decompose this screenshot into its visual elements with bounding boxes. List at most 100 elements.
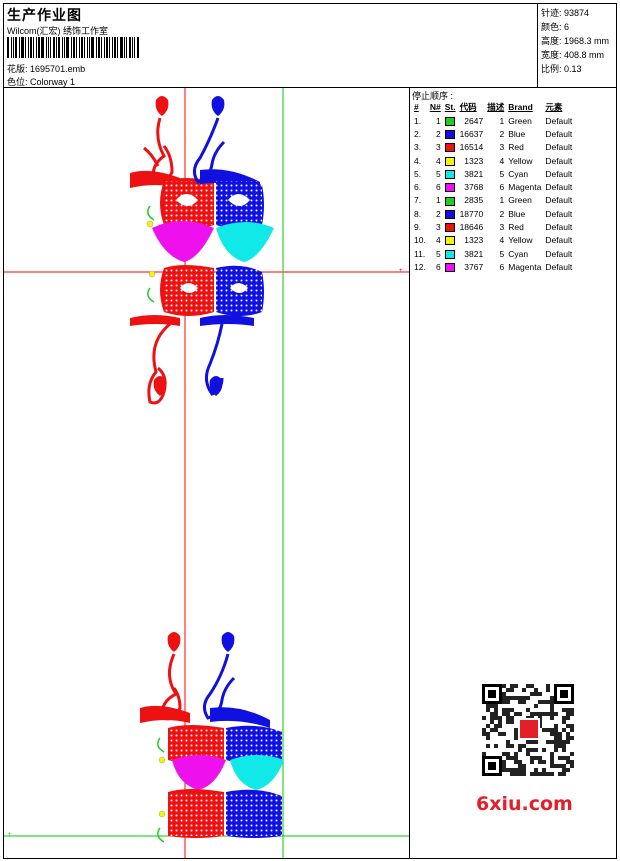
color-swatch-icon xyxy=(444,143,455,153)
row-index: 10. xyxy=(414,235,426,246)
row-brand: Default xyxy=(545,222,573,233)
row-description: Green xyxy=(508,115,532,126)
barcode-icon xyxy=(7,37,143,58)
table-row: 6. 6 3768 6 Magenta Default xyxy=(412,180,578,193)
row-element xyxy=(574,141,578,154)
col-description: 描述 xyxy=(487,102,505,112)
table-row: 12. 6 3767 6 Magenta Default xyxy=(412,260,578,273)
stop-sequence-table: # N# St. 代码 描述 Brand 元素 1. 1 2647 1 Green Def… xyxy=(412,100,578,274)
col-code: 代码 xyxy=(459,102,477,112)
design-file: 1695701.emb xyxy=(30,64,86,74)
row-description: Yellow xyxy=(508,235,533,246)
stat-width: 宽度: 408.8 mm xyxy=(541,50,605,60)
col-stitches: St. xyxy=(444,102,456,112)
qr-code-icon xyxy=(472,680,584,780)
row-needle: 2 xyxy=(435,208,441,219)
row-stitches: 3767 xyxy=(464,261,484,272)
stop-sequence-panel: 停止顺序 : # N# St. 代码 描述 Brand 元素 1. 1 2647 1 G… xyxy=(410,88,616,858)
color-swatch-icon xyxy=(444,116,455,126)
row-description: Magenta xyxy=(508,182,542,193)
row-brand: Default xyxy=(545,168,573,179)
row-code: 5 xyxy=(499,168,505,179)
color-swatch-icon xyxy=(444,169,455,179)
row-code: 3 xyxy=(499,142,505,153)
row-needle: 6 xyxy=(435,182,441,193)
row-element xyxy=(574,260,578,273)
row-index: 5. xyxy=(414,168,422,179)
row-index: 1. xyxy=(414,115,422,126)
row-stitches: 3821 xyxy=(464,248,484,259)
row-description: Blue xyxy=(508,128,526,139)
design-preview: + + xyxy=(4,88,410,858)
row-index: 6. xyxy=(414,182,422,193)
color-swatch-icon xyxy=(444,236,455,246)
row-description: Cyan xyxy=(508,248,529,259)
col-needle: N# xyxy=(429,102,441,112)
row-brand: Default xyxy=(545,128,573,139)
row-stitches: 1323 xyxy=(464,155,484,166)
row-element xyxy=(574,114,578,127)
row-code: 1 xyxy=(499,115,505,126)
row-brand: Default xyxy=(545,235,573,246)
row-element xyxy=(574,167,578,180)
row-description: Green xyxy=(508,195,532,206)
row-element xyxy=(574,127,578,140)
row-needle: 3 xyxy=(435,222,441,233)
row-element xyxy=(574,180,578,193)
embroidery-motif-top xyxy=(128,94,276,405)
production-worksheet: 生产作业图 Wilcom(汇宏) 绣饰工作室 花版: 1695701.emb 色… xyxy=(3,3,617,859)
row-description: Blue xyxy=(508,208,526,219)
color-swatch xyxy=(443,207,458,220)
row-needle: 5 xyxy=(435,248,441,259)
row-needle: 5 xyxy=(435,168,441,179)
embroidery-preview: + + xyxy=(4,88,409,858)
colorway-label: 色位: xyxy=(7,77,28,87)
row-index: 3. xyxy=(414,142,422,153)
row-description: Red xyxy=(508,222,524,233)
row-element xyxy=(574,234,578,247)
row-brand: Default xyxy=(545,155,573,166)
row-code: 6 xyxy=(499,261,505,272)
row-description: Cyan xyxy=(508,168,529,179)
studio-name: Wilcom(汇宏) 绣饰工作室 xyxy=(7,26,108,36)
row-element xyxy=(574,154,578,167)
row-element xyxy=(574,194,578,207)
color-swatch-icon xyxy=(444,156,455,166)
row-index: 7. xyxy=(414,195,422,206)
color-swatch-icon xyxy=(444,209,455,219)
col-brand: Brand xyxy=(508,102,533,112)
row-index: 9. xyxy=(414,222,422,233)
color-swatch xyxy=(443,234,458,247)
row-brand: Default xyxy=(545,261,573,272)
row-stitches: 18770 xyxy=(459,208,484,219)
row-needle: 1 xyxy=(435,115,441,126)
table-row: 5. 5 3821 5 Cyan Default xyxy=(412,167,578,180)
stats-panel: 针迹: 93874 颜色: 6 高度: 1968.3 mm 宽度: 408.8 … xyxy=(538,4,616,88)
row-code: 3 xyxy=(499,222,505,233)
row-brand: Default xyxy=(545,248,573,259)
color-swatch xyxy=(443,154,458,167)
watermark-site: 6xiu.com xyxy=(476,793,573,815)
color-swatch xyxy=(443,220,458,233)
table-row: 3. 3 16514 3 Red Default xyxy=(412,141,578,154)
row-brand: Default xyxy=(545,142,573,153)
design-label: 花版: xyxy=(7,64,28,74)
table-row: 11. 5 3821 5 Cyan Default xyxy=(412,247,578,260)
color-swatch-icon xyxy=(444,263,455,273)
row-index: 11. xyxy=(414,248,426,259)
color-swatch xyxy=(443,127,458,140)
row-stitches: 16637 xyxy=(459,128,484,139)
row-needle: 3 xyxy=(435,142,441,153)
row-element xyxy=(574,207,578,220)
row-code: 4 xyxy=(499,155,505,166)
color-swatch xyxy=(443,194,458,207)
color-swatch xyxy=(443,260,458,273)
row-stitches: 3768 xyxy=(464,182,484,193)
color-swatch xyxy=(443,180,458,193)
row-index: 2. xyxy=(414,128,422,139)
row-code: 1 xyxy=(499,195,505,206)
row-description: Yellow xyxy=(508,155,533,166)
table-row: 2. 2 16637 2 Blue Default xyxy=(412,127,578,140)
svg-text:+: + xyxy=(8,832,12,838)
row-stitches: 16514 xyxy=(459,142,484,153)
